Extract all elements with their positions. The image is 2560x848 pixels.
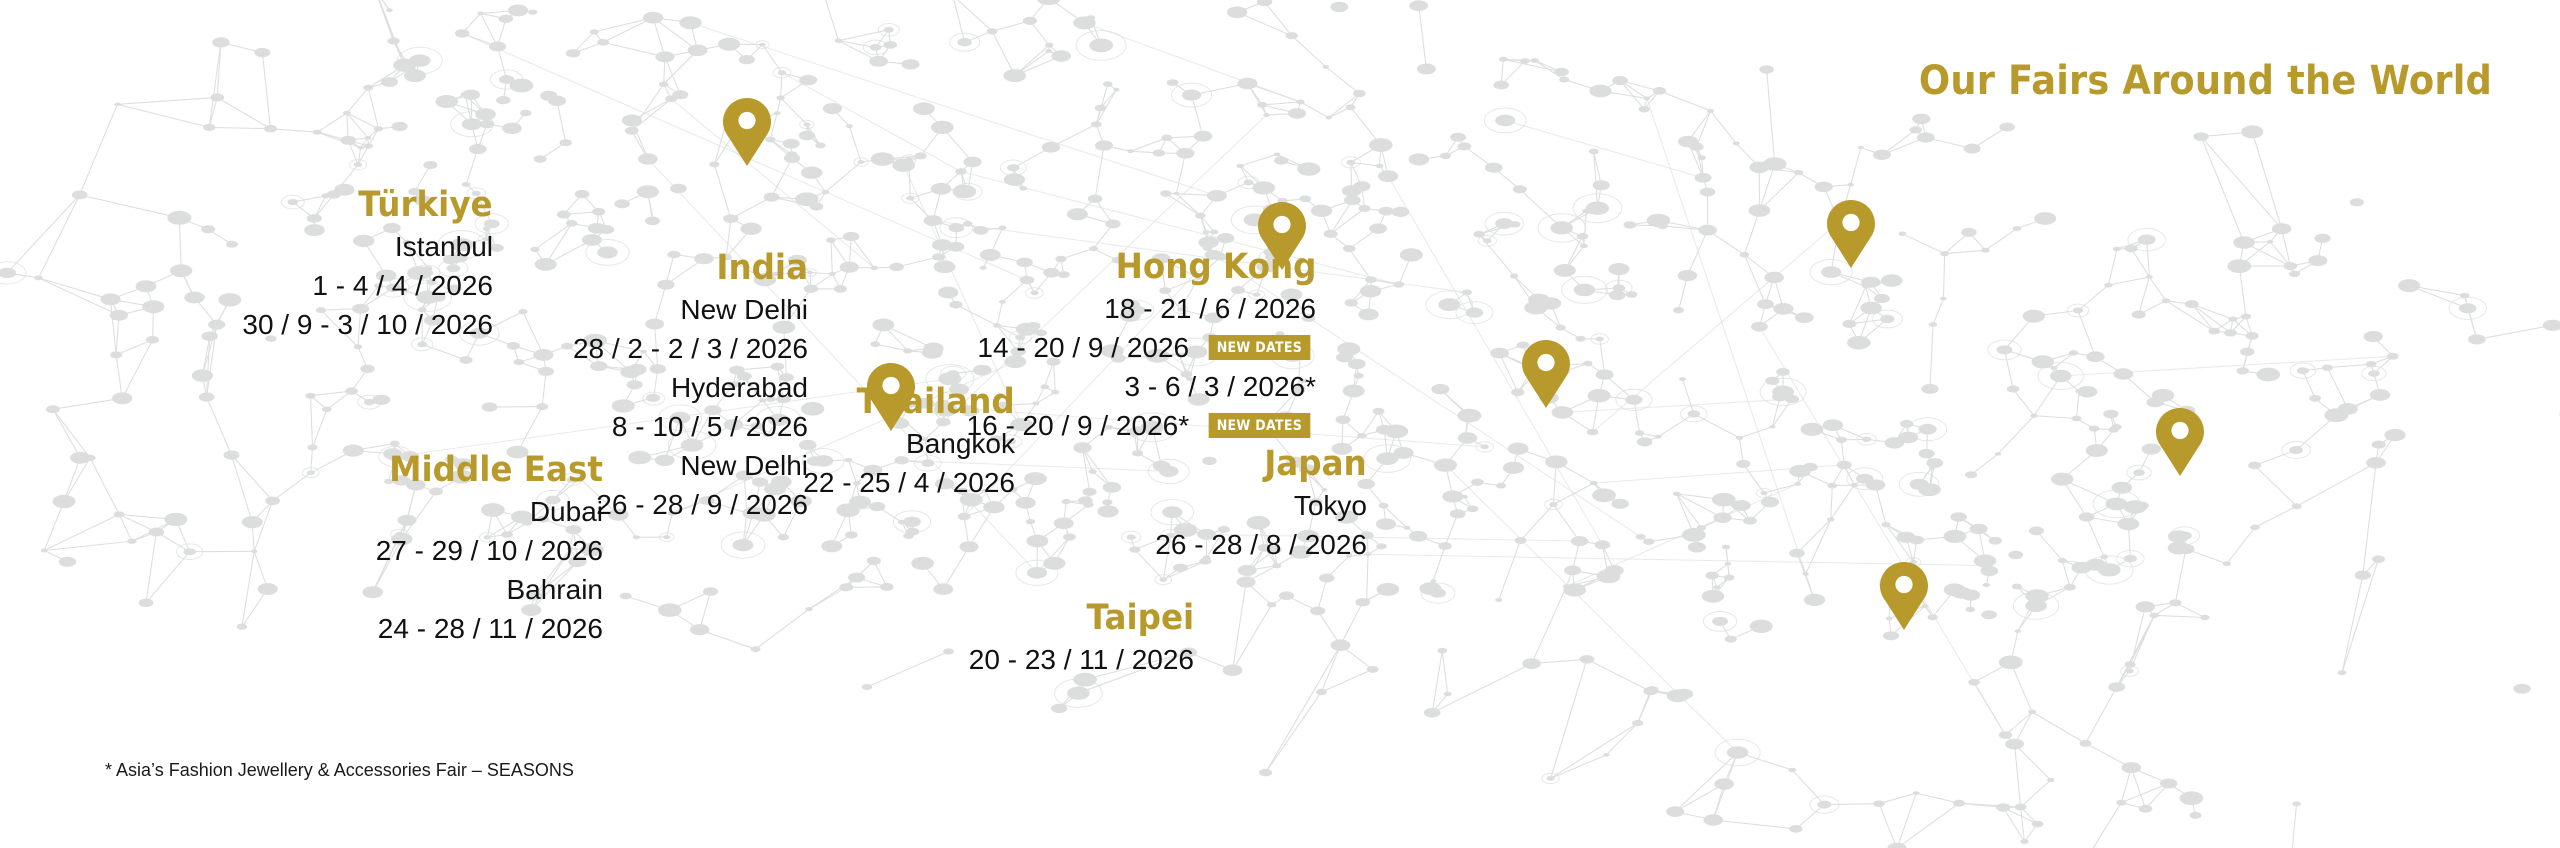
location-dates: 26 - 28 / 8 / 2026	[1155, 529, 1367, 560]
location-dates: 28 / 2 - 2 / 3 / 2026	[572, 333, 808, 364]
location-city: Dubai	[529, 496, 603, 527]
location-dates: 14 - 20 / 9 / 2026	[977, 332, 1190, 363]
date-row: 1 - 4 / 4 / 2026	[242, 266, 493, 305]
footnote: * Asia’s Fashion Jewellery & Accessories…	[105, 760, 574, 780]
location-city: Hyderabad	[671, 372, 808, 403]
date-row: 28 / 2 - 2 / 3 / 2026	[573, 329, 808, 368]
location-block-middle-east: Middle East Dubai 27 - 29 / 10 / 2026 Bahra…	[373, 448, 603, 648]
location-dates: 8 - 10 / 5 / 2026	[611, 411, 808, 442]
location-city: New Delhi	[680, 294, 808, 325]
location-city: Bangkok	[906, 428, 1015, 459]
date-row: 30 / 9 - 3 / 10 / 2026	[242, 305, 493, 344]
map-pin-japan[interactable]	[2156, 408, 2204, 476]
date-row: 22 - 25 / 4 / 2026	[803, 463, 1015, 502]
location-city: Tokyo	[1293, 490, 1367, 521]
map-pin-turkiye[interactable]	[723, 98, 771, 166]
location-city: Istanbul	[394, 231, 493, 262]
location-name-turkiye: Türkiye	[358, 185, 493, 225]
new-dates-badge: NEW DATES	[1208, 335, 1311, 360]
date-row: 18 - 21 / 6 / 2026	[967, 289, 1316, 328]
date-row: 3 - 6 / 3 / 2026*	[967, 367, 1316, 406]
location-dates: 26 - 28 / 9 / 2026	[596, 489, 808, 520]
location-block-turkiye: Türkiye Istanbul 1 - 4 / 4 / 2026 30 / 9 - …	[242, 183, 493, 344]
date-row: 26 - 28 / 8 / 2026	[1155, 525, 1367, 564]
location-dates: 20 - 23 / 11 / 2026	[968, 644, 1194, 675]
location-dates: 27 - 29 / 10 / 2026	[375, 535, 603, 566]
map-pin-taipei[interactable]	[1880, 562, 1928, 630]
location-block-hong-kong: Hong Kong 18 - 21 / 6 / 2026 14 - 20 / 9 /…	[967, 245, 1316, 445]
location-block-taipei: Taipei 20 - 23 / 11 / 2026	[969, 596, 1194, 679]
location-block-japan: Japan Tokyo 26 - 28 / 8 / 2026	[1155, 442, 1367, 564]
location-city: New Delhi	[680, 450, 808, 481]
location-dates: 3 - 6 / 3 / 2026*	[1124, 371, 1316, 402]
location-name-japan: Japan	[1264, 444, 1367, 484]
location-dates: 16 - 20 / 9 / 2026*	[966, 410, 1190, 441]
map-pin-hong-kong[interactable]	[1827, 200, 1875, 268]
date-row: 20 - 23 / 11 / 2026	[969, 640, 1194, 679]
location-dates: 1 - 4 / 4 / 2026	[312, 270, 493, 301]
new-dates-badge: NEW DATES	[1208, 413, 1311, 438]
date-row: 27 - 29 / 10 / 2026	[373, 531, 603, 570]
date-row: 14 - 20 / 9 / 2026 NEW DATES	[967, 328, 1316, 367]
location-dates: 24 - 28 / 11 / 2026	[377, 613, 603, 644]
map-pin-thailand[interactable]	[1522, 340, 1570, 408]
date-row: 24 - 28 / 11 / 2026	[373, 609, 603, 648]
page-title: Our Fairs Around the World	[1918, 58, 2492, 104]
location-name-middle-east: Middle East	[389, 450, 603, 490]
location-dates: 18 - 21 / 6 / 2026	[1104, 293, 1316, 324]
location-dates: 22 - 25 / 4 / 2026	[803, 467, 1015, 498]
date-row: 16 - 20 / 9 / 2026* NEW DATES	[967, 406, 1316, 445]
date-row: 26 - 28 / 9 / 2026	[573, 485, 808, 524]
map-pin-india[interactable]	[1258, 202, 1306, 270]
location-name-taipei: Taipei	[1086, 598, 1194, 638]
location-block-india: India New Delhi 28 / 2 - 2 / 3 / 2026 Hyder…	[573, 246, 808, 524]
location-city: Bahrain	[506, 574, 603, 605]
location-dates: 30 / 9 - 3 / 10 / 2026	[242, 309, 493, 340]
map-pin-middle-east[interactable]	[867, 363, 915, 431]
date-row: 8 - 10 / 5 / 2026	[573, 407, 808, 446]
location-name-india: India	[716, 248, 808, 288]
